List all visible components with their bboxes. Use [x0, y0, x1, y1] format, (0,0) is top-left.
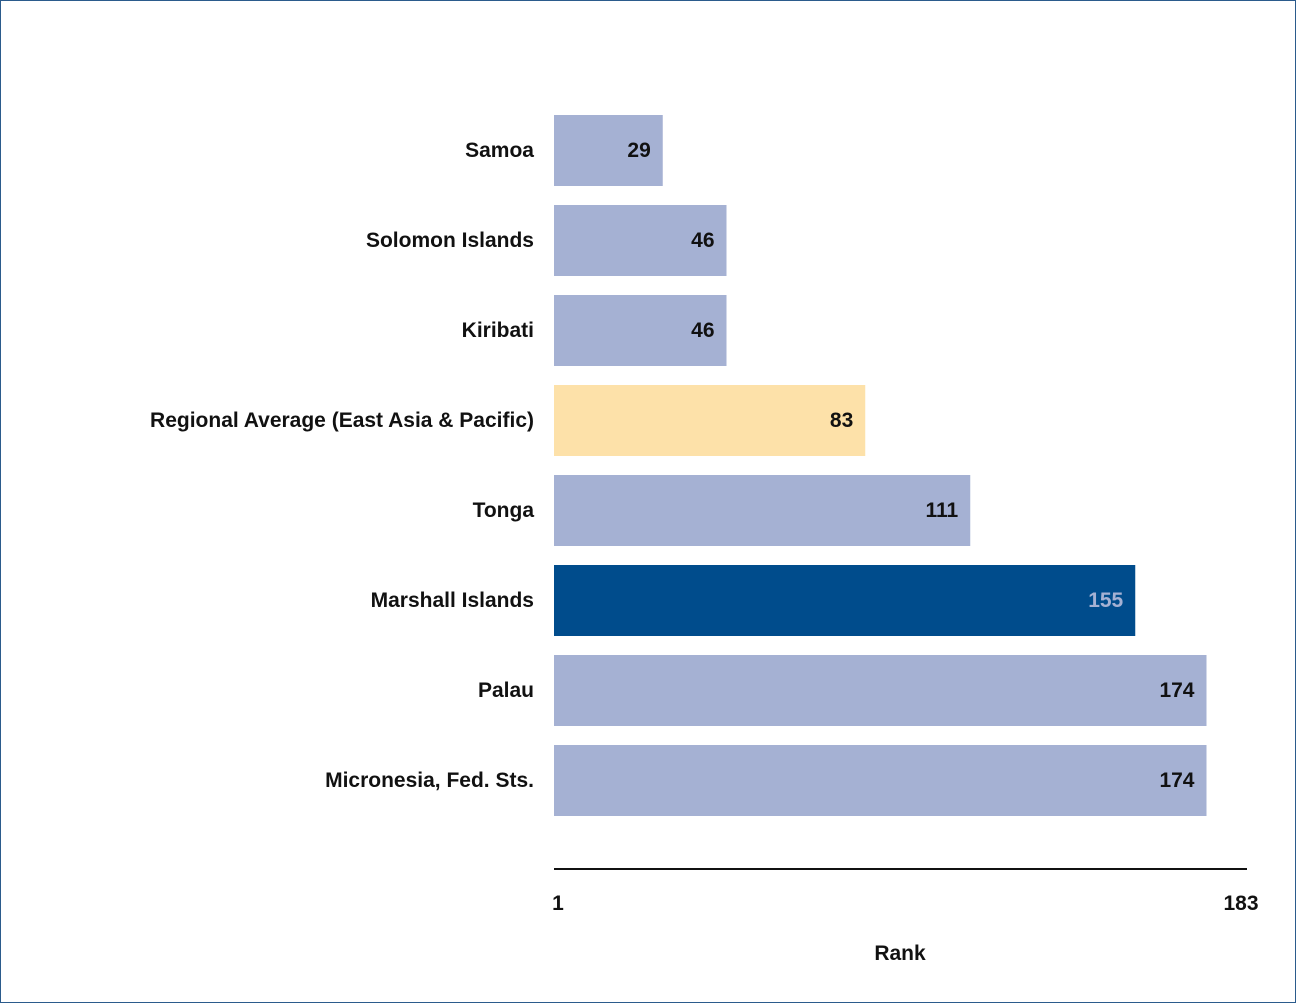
bar-regional-average-east-asia-pacific [554, 385, 866, 456]
value-label-tonga: 111 [926, 499, 959, 522]
bar-solomon-islands [554, 205, 727, 276]
bar-kiribati [554, 295, 727, 366]
bar-samoa [554, 115, 663, 186]
category-label-micronesia-fed-sts: Micronesia, Fed. Sts. [325, 769, 534, 792]
x-tick-min: 1 [552, 892, 564, 915]
category-label-kiribati: Kiribati [462, 319, 534, 342]
bar-marshall-islands [554, 565, 1136, 636]
value-label-palau: 174 [1159, 679, 1194, 702]
category-label-marshall-islands: Marshall Islands [371, 589, 534, 612]
bars-layer [554, 115, 1207, 816]
bar-micronesia-fed-sts [554, 745, 1207, 816]
category-label-tonga: Tonga [473, 499, 535, 522]
value-label-micronesia-fed-sts: 174 [1159, 769, 1194, 792]
category-label-palau: Palau [478, 679, 534, 702]
x-tick-max: 183 [1223, 892, 1258, 915]
value-labels: 29 46 46 83 111 155 174 174 [627, 139, 1194, 792]
category-label-regional-average-east-asia-pacific: Regional Average (East Asia & Pacific) [150, 409, 534, 432]
value-label-kiribati: 46 [691, 319, 714, 342]
category-label-solomon-islands: Solomon Islands [366, 229, 534, 252]
value-label-regional-average-east-asia-pacific: 83 [830, 409, 853, 432]
bar-palau [554, 655, 1207, 726]
category-label-samoa: Samoa [465, 139, 534, 162]
bar-tonga [554, 475, 971, 546]
x-axis-title: Rank [874, 942, 926, 965]
value-label-solomon-islands: 46 [691, 229, 714, 252]
value-label-marshall-islands: 155 [1088, 589, 1123, 612]
category-labels: Samoa Solomon Islands Kiribati Regional Ave… [150, 139, 534, 792]
value-label-samoa: 29 [627, 139, 650, 162]
